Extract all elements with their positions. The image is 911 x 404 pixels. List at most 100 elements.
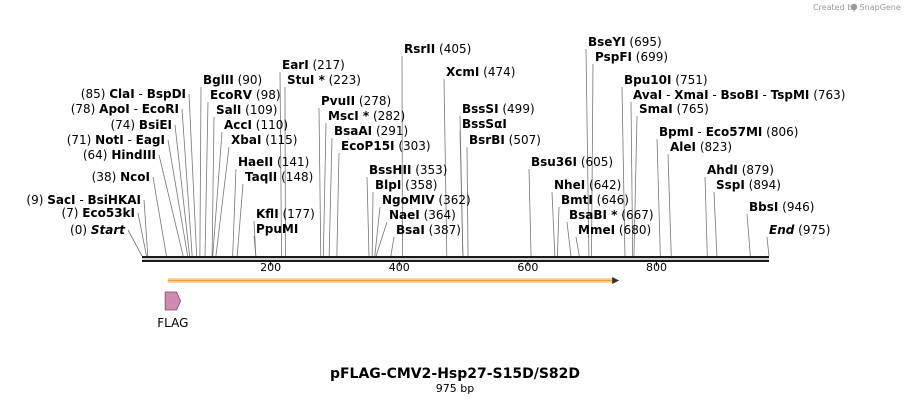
site-label-bseyi[interactable]: BseYI (695) — [588, 35, 662, 49]
site-label-rsrii[interactable]: RsrII (405) — [404, 42, 471, 56]
site-label-text: EcoRV (98) — [210, 88, 281, 102]
site-label-bpu10i[interactable]: Bpu10I (751) — [624, 73, 708, 87]
site-label-bmti[interactable]: BmtI (646) — [561, 193, 629, 207]
site-connector — [633, 115, 638, 257]
site-label-bsu36i[interactable]: Bsu36I (605) — [531, 155, 613, 169]
site-label-xcmi[interactable]: XcmI (474) — [446, 65, 515, 79]
scale-tick-label: 400 — [389, 261, 410, 274]
site-label-clai-bspdi[interactable]: (85) ClaI - BspDI — [81, 87, 186, 101]
site-label-pspfi[interactable]: PspFI (699) — [595, 50, 668, 64]
site-label-noti-eagi[interactable]: (71) NotI - EagI — [67, 133, 165, 147]
site-label-kfli[interactable]: KflI (177) — [256, 207, 315, 221]
site-position: (358) — [401, 178, 437, 192]
site-label-ncoi[interactable]: (38) NcoI — [92, 170, 150, 184]
site-label-xbai[interactable]: XbaI (115) — [231, 133, 298, 147]
site-label-text: (78) ApoI - EcoRI — [71, 102, 179, 116]
enzyme-name: NcoI — [120, 170, 150, 184]
site-label-bsabi[interactable]: BsaBI * (667) — [569, 208, 654, 222]
site-label-bsssi[interactable]: BssSI (499) — [462, 102, 535, 116]
site-label-naei[interactable]: NaeI (364) — [389, 208, 456, 222]
site-label-smai[interactable]: SmaI (765) — [639, 102, 709, 116]
site-connector — [371, 191, 374, 257]
site-connector — [375, 221, 388, 257]
scale-tick-label: 800 — [646, 261, 667, 274]
site-label-ahdi[interactable]: AhdI (879) — [707, 163, 774, 177]
site-label-bbsi[interactable]: BbsI (946) — [749, 200, 814, 214]
site-position: (667) — [617, 208, 653, 222]
site-label-alei[interactable]: AleI (823) — [670, 140, 732, 154]
site-position: (141) — [273, 155, 309, 169]
site-label-bpmi-eco57mi[interactable]: BpmI - Eco57MI (806) — [659, 125, 798, 139]
site-label-avai-xmai-bsobi-tspmi[interactable]: AvaI - XmaI - BsoBI - TspMI (763) — [633, 88, 845, 102]
orf-arrow[interactable] — [167, 277, 620, 284]
site-position: (71) — [67, 133, 95, 147]
site-label-taqii[interactable]: TaqII (148) — [245, 170, 313, 184]
site-position: (282) — [369, 109, 405, 123]
enzyme-name: NgoMIV — [382, 193, 435, 207]
site-connector — [630, 101, 634, 257]
site-label-bglii[interactable]: BglII (90) — [203, 73, 262, 87]
site-label-pvuii[interactable]: PvuII (278) — [321, 94, 391, 108]
site-label-text: NheI (642) — [554, 178, 621, 192]
site-label-stui[interactable]: StuI * (223) — [287, 73, 361, 87]
site-label-msci[interactable]: MscI * (282) — [328, 109, 405, 123]
site-label-ppumi[interactable]: PpuMI — [256, 222, 298, 236]
site-label-acci[interactable]: AccI (110) — [224, 118, 288, 132]
flag-feature[interactable]: FLAG — [157, 291, 188, 330]
site-connector — [181, 108, 193, 257]
enzyme-name: BspDI — [147, 87, 186, 101]
site-label-blpi[interactable]: BlpI (358) — [375, 178, 437, 192]
enzyme-name: BssSI — [462, 102, 499, 116]
site-position: (148) — [277, 170, 313, 184]
site-position: (823) — [696, 140, 732, 154]
site-label-text: PpuMI — [256, 222, 298, 236]
site-label-end[interactable]: End (975) — [769, 223, 830, 237]
site-label-bsss-i[interactable]: BssSαI — [462, 117, 507, 131]
site-label-bsshii[interactable]: BssHII (353) — [369, 163, 448, 177]
enzyme-name: BsiEI — [139, 118, 172, 132]
site-label-mmei[interactable]: MmeI (680) — [578, 223, 651, 237]
site-label-sali[interactable]: SalI (109) — [216, 103, 277, 117]
site-label-nhei[interactable]: NheI (642) — [554, 178, 621, 192]
site-position: (223) — [325, 73, 361, 87]
site-position: (879) — [738, 163, 774, 177]
site-label-ecop15i[interactable]: EcoP15I (303) — [341, 139, 431, 153]
site-label-ngomiv[interactable]: NgoMIV (362) — [382, 193, 471, 207]
site-label-bsiei[interactable]: (74) BsiEI — [110, 118, 172, 132]
site-position: (0) — [70, 223, 91, 237]
site-label-text: PvuII (278) — [321, 94, 391, 108]
enzyme-name: ApoI — [99, 102, 130, 116]
site-label-saci-bsihkai[interactable]: (9) SacI - BsiHKAI — [26, 193, 141, 207]
site-label-haeii[interactable]: HaeII (141) — [238, 155, 309, 169]
site-label-text: RsrII (405) — [404, 42, 471, 56]
site-label-text: End (975) — [769, 223, 830, 237]
site-position: (291) — [372, 124, 408, 138]
site-connector — [212, 131, 223, 257]
site-label-sspi[interactable]: SspI (894) — [716, 178, 781, 192]
site-label-hindiii[interactable]: (64) HindIII — [83, 148, 156, 162]
site-position: (646) — [593, 193, 629, 207]
enzyme-name: Eco53kI — [82, 206, 135, 220]
site-position: (605) — [577, 155, 613, 169]
site-connector — [143, 199, 149, 257]
site-label-bsrbi[interactable]: BsrBI (507) — [469, 133, 541, 147]
enzyme-name: AccI — [224, 118, 252, 132]
site-position: (763) — [809, 88, 845, 102]
enzyme-name: BsaAI — [334, 124, 372, 138]
site-label-bsai[interactable]: BsaI (387) — [396, 223, 461, 237]
enzyme-name: BsoBI — [721, 88, 759, 102]
site-position: (362) — [435, 193, 471, 207]
site-label-ecorv[interactable]: EcoRV (98) — [210, 88, 281, 102]
name-separator: - — [662, 88, 674, 102]
site-connector — [704, 176, 708, 257]
enzyme-name: Start — [91, 223, 126, 237]
site-connector — [459, 130, 464, 257]
site-label-eco53ki[interactable]: (7) Eco53kI — [61, 206, 135, 220]
site-label-eari[interactable]: EarI (217) — [282, 58, 345, 72]
site-connector — [211, 116, 215, 257]
site-label-start[interactable]: (0) Start — [70, 223, 126, 237]
site-label-text: XcmI (474) — [446, 65, 515, 79]
site-label-apoi-ecori[interactable]: (78) ApoI - EcoRI — [71, 102, 179, 116]
site-label-bsaai[interactable]: BsaAI (291) — [334, 124, 408, 138]
